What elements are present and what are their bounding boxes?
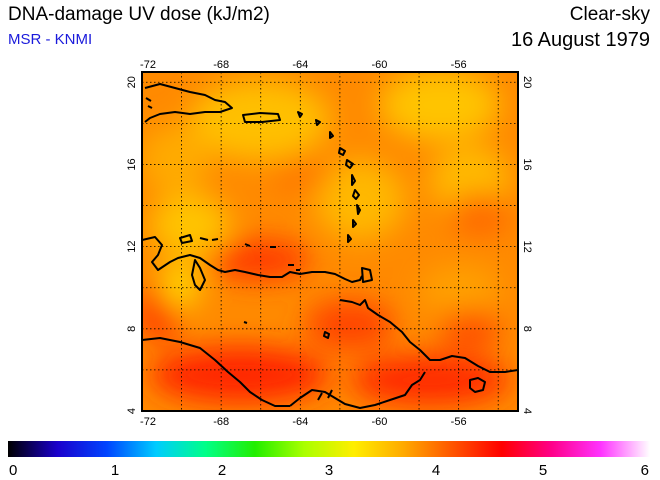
lon-tick-label-top: -56 <box>451 59 467 71</box>
colorbar-tick-label: 4 <box>432 462 440 479</box>
uv-dose-field <box>142 72 518 411</box>
lat-tick-label-right: 16 <box>521 158 533 170</box>
lon-tick-label-top: -64 <box>292 59 308 71</box>
colorbar-tick-label: 1 <box>111 462 119 479</box>
colorbar-tick-label: 5 <box>539 462 547 479</box>
lon-tick-label-top: -60 <box>372 59 388 71</box>
lat-tick-label-right: 4 <box>521 408 533 414</box>
lon-tick-label-bottom: -60 <box>372 416 388 428</box>
lat-tick-label-right: 20 <box>521 76 533 88</box>
colorbar-tick-label: 2 <box>218 462 226 479</box>
lat-tick-label-right: 12 <box>521 241 533 253</box>
lon-tick-label-bottom: -56 <box>451 416 467 428</box>
lon-tick-label-bottom: -68 <box>213 416 229 428</box>
colorbar-tick-label: 3 <box>325 462 333 479</box>
lat-tick-label-left: 16 <box>126 158 138 170</box>
lat-tick-label-left: 12 <box>126 241 138 253</box>
map-frame <box>141 71 519 412</box>
colorbar <box>8 441 650 457</box>
lon-tick-label-bottom: -72 <box>140 416 156 428</box>
coastlines <box>142 83 518 409</box>
lat-tick-label-left: 8 <box>126 326 138 332</box>
lat-tick-label-left: 20 <box>126 76 138 88</box>
lat-tick-label-right: 8 <box>521 326 533 332</box>
sky-condition-label: Clear-sky <box>569 4 650 25</box>
lon-tick-label-bottom: -64 <box>292 416 308 428</box>
lat-tick-label-left: 4 <box>126 408 138 414</box>
colorbar-tick-label: 0 <box>9 462 17 479</box>
lon-tick-label-top: -68 <box>213 59 229 71</box>
lon-tick-label-top: -72 <box>140 59 156 71</box>
map-title: DNA-damage UV dose (kJ/m2) <box>8 4 270 25</box>
date-label: 16 August 1979 <box>510 29 650 51</box>
colorbar-ticks: 0 1 2 3 4 5 6 <box>9 462 649 479</box>
colorbar-tick-label: 6 <box>641 462 649 479</box>
source-label: MSR - KNMI <box>8 31 93 48</box>
axis-ticks: -72 -72 -68 -68 -64 -64 -60 -60 -56 -56 4 4 8 8 12 12 16… <box>126 59 533 428</box>
